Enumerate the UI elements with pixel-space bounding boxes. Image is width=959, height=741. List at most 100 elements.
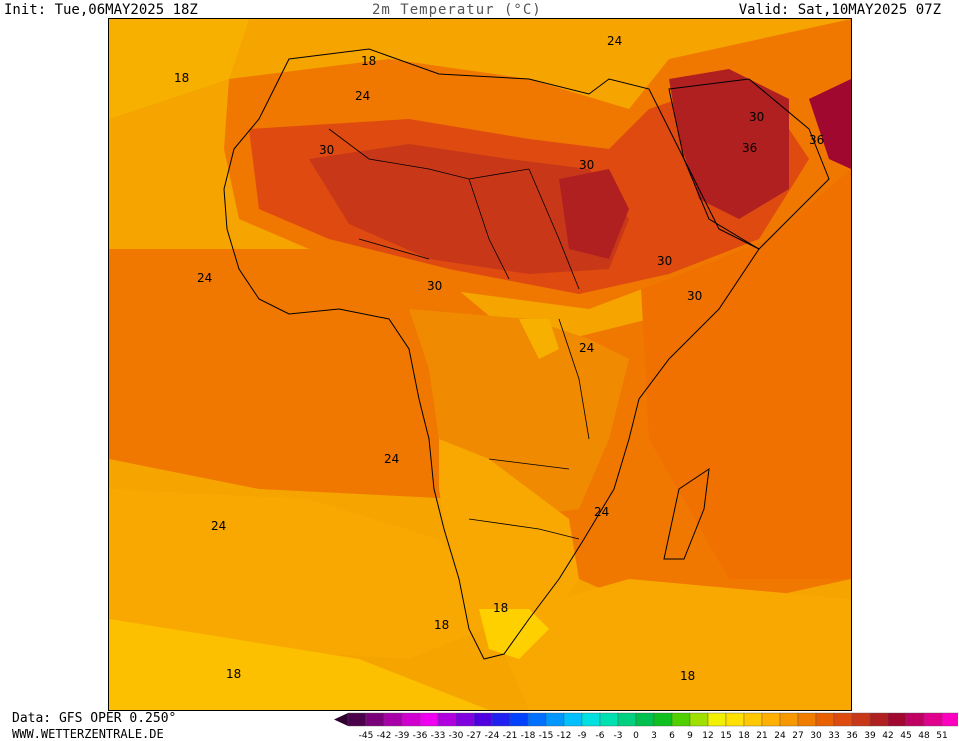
sahara-extreme [309,144,629,274]
colorbar-swatch [707,712,727,727]
colorbar-swatch [851,712,871,727]
south-atlantic-warm [109,489,509,659]
contour-label: 24 [355,89,370,103]
contour-label: 24 [211,519,226,533]
colorbar-tick-label: 18 [738,731,750,740]
colorbar-swatch [869,712,889,727]
contour-label: 36 [742,141,757,155]
colorbar-swatch [797,712,817,727]
south-indian-ocean [489,579,851,710]
colorbar-swatch [347,712,367,727]
valid-time-label: Valid: Sat,10MAY2025 07Z [738,2,941,18]
colorbar-swatch [383,712,403,727]
contour-label: 24 [594,505,609,519]
east-africa-highlands [519,319,559,359]
colorbar-tick-label: 36 [846,731,858,740]
colorbar-swatch [473,712,493,727]
colorbar-tick-label: -42 [377,731,392,740]
colorbar-tick-label: 21 [756,731,767,740]
colorbar-swatch [599,712,619,727]
contour-label: 30 [427,279,442,293]
map-title: 2m Temperatur (°C) [372,2,542,18]
colorbar-tick-label: 39 [864,731,876,740]
colorbar-tick-label: 15 [720,731,731,740]
colorbar-swatch [365,712,385,727]
colorbar-swatch [617,712,637,727]
colorbar-swatch [509,712,529,727]
colorbar-tick-label: -3 [614,731,623,740]
country-borders [328,128,590,540]
colorbar-tick-label: -21 [503,731,518,740]
website-label: WWW.WETTERZENTRALE.DE [12,727,164,741]
colorbar-tick-label: -39 [395,731,410,740]
contour-label: 18 [226,667,241,681]
contour-label: 24 [607,34,622,48]
colorbar-swatch [635,712,655,727]
colorbar-swatch [401,712,421,727]
colorbar-tick-label: -36 [413,731,428,740]
colorbar-swatch [545,712,565,727]
colorbar-tick-label: 51 [936,731,947,740]
contour-label: 24 [384,452,399,466]
madagascar-coastline [663,467,710,560]
contour-label: 30 [319,143,334,157]
colorbar-tick-label: 48 [918,731,930,740]
colorbar-swatch [491,712,511,727]
colorbar-swatch [941,712,958,727]
colorbar-tick-label: 12 [702,731,713,740]
colorbar-tick-label: 27 [792,731,803,740]
iran-peak [809,79,851,169]
colorbar-swatch [563,712,583,727]
colorbar-tick-label: 0 [633,731,639,740]
colorbar-tick-label: 3 [651,731,657,740]
colorbar-swatch [653,712,673,727]
colorbar-tick-label: 42 [882,731,893,740]
contour-label: 24 [579,341,594,355]
contour-label: 18 [493,601,508,615]
colorbar-swatch [833,712,853,727]
temperature-colorbar: -45 -42 -39 -36 -33 -30 -27 -24 -21 -18 -15 -12 -9 -6… [334,712,958,740]
colorbar-tick-label: -33 [431,731,446,740]
colorbar-tick-label: 9 [687,731,693,740]
arabia-peak [669,69,789,219]
colorbar-swatch [527,712,547,727]
south-africa-cool [479,609,549,659]
colorbar-tick-label: -15 [539,731,554,740]
arabia-coastline [668,78,830,250]
south-atlantic-mild [109,619,489,710]
map-canvas: 18 18 24 30 24 30 36 30 36 30 30 24 30 2… [109,19,851,710]
colorbar-tick-label: -45 [359,731,374,740]
colorbar-swatch [815,712,835,727]
colorbar-tick-label: -12 [557,731,572,740]
colorbar-swatch [905,712,925,727]
colorbar-swatch [689,712,709,727]
colorbar-swatch [725,712,745,727]
contour-label: 30 [657,254,672,268]
colorbar-swatch [923,712,943,727]
colorbar-under-arrow [334,713,348,726]
colorbar-swatch [581,712,601,727]
data-source-label: Data: GFS OPER 0.250° [12,711,177,726]
colorbar-tick-label: 6 [669,731,675,740]
temperature-map: 18 18 24 30 24 30 36 30 36 30 30 24 30 2… [108,18,852,711]
contour-label: 18 [361,54,376,68]
colorbar-swatch [761,712,781,727]
colorbar-tick-label: -6 [596,731,605,740]
colorbar-tick-label: -18 [521,731,536,740]
contour-label: 18 [174,71,189,85]
contour-label: 18 [680,669,695,683]
colorbar-tick-label: 30 [810,731,822,740]
southern-africa-warm [439,439,579,639]
colorbar-tick-label: 24 [774,731,786,740]
colorbar-tick-label: 33 [828,731,839,740]
contour-label: 30 [687,289,702,303]
colorbar-tick-label: -9 [578,731,587,740]
colorbar-swatch [779,712,799,727]
colorbar-swatch [887,712,907,727]
colorbar-tick-label: -30 [449,731,464,740]
contour-label: 36 [809,133,824,147]
colorbar-swatch [743,712,763,727]
africa-coastline [223,48,760,660]
colorbar-tick-label: 45 [900,731,911,740]
colorbar-tick-label: -24 [485,731,500,740]
